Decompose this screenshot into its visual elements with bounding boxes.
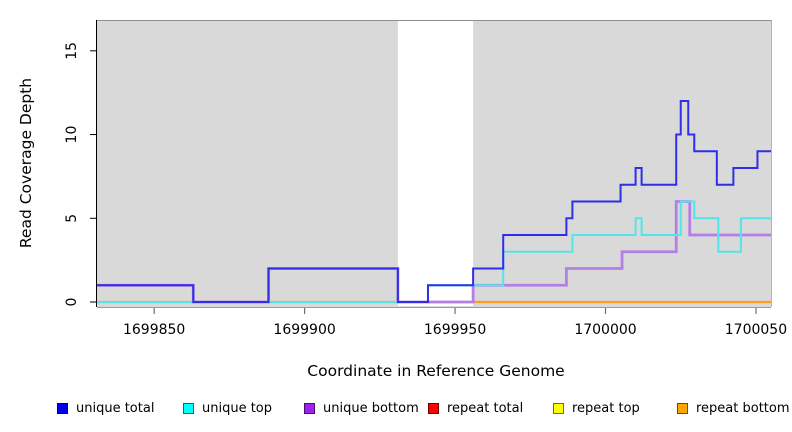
legend-swatch-unique-top <box>183 402 194 414</box>
series-unique-top <box>97 200 771 303</box>
legend-swatch-unique-total <box>57 402 68 414</box>
legend-label: unique total <box>76 400 155 416</box>
legend-item-repeat-bottom: repeat bottom <box>677 398 790 418</box>
legend-swatch-repeat-top <box>553 402 564 414</box>
y-tick-label: 0 <box>64 298 80 307</box>
legend-label: repeat total <box>447 400 524 416</box>
x-tick-label: 1700050 <box>725 322 787 338</box>
legend-item-unique-total: unique total <box>57 398 154 418</box>
series-unique-total <box>97 100 771 303</box>
x-tick-label: 1699900 <box>273 322 335 338</box>
legend-label: repeat top <box>572 400 640 416</box>
x-tick-label: 1699950 <box>424 322 486 338</box>
legend-swatch-unique-bottom <box>304 402 315 414</box>
masked-region <box>397 21 474 306</box>
y-axis-title: Read Coverage Depth <box>17 77 35 249</box>
legend-label: unique bottom <box>323 400 419 416</box>
legend-item-repeat-top: repeat top <box>553 398 640 418</box>
x-axis-title: Coordinate in Reference Genome <box>307 362 565 380</box>
y-tick-label: 10 <box>64 126 80 144</box>
y-tick-label: 15 <box>64 42 80 60</box>
x-tick-label: 1699850 <box>123 322 185 338</box>
legend-label: unique top <box>202 400 273 416</box>
x-tick-label: 1700000 <box>574 322 636 338</box>
legend: unique total unique top unique bottom repea… <box>0 398 792 420</box>
y-tick-label: 5 <box>64 214 80 223</box>
legend-item-repeat-total: repeat total <box>428 398 523 418</box>
legend-item-unique-bottom: unique bottom <box>304 398 419 418</box>
legend-item-unique-top: unique top <box>183 398 272 418</box>
legend-label: repeat bottom <box>696 400 790 416</box>
legend-swatch-repeat-total <box>428 402 439 414</box>
legend-swatch-repeat-bottom <box>677 402 688 414</box>
